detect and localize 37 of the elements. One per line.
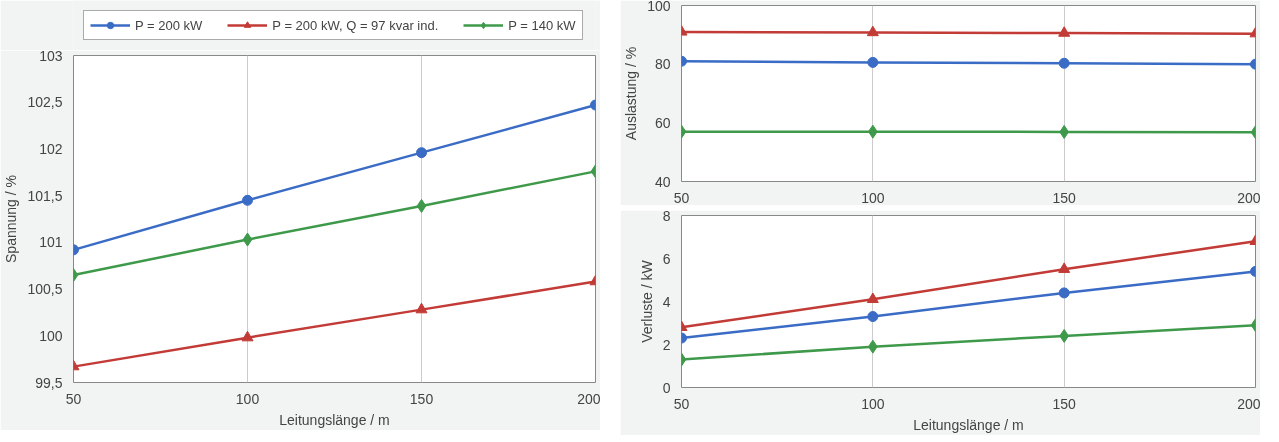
y-tick-label: 6 (662, 250, 671, 267)
x-tick-label: 200 (577, 390, 601, 407)
y-tick-label: 102,5 (27, 94, 63, 111)
x-axis-title: Leitungslänge / m (913, 416, 1024, 433)
x-tick-label: 150 (409, 390, 434, 407)
y-tick-label: 101 (39, 234, 63, 251)
y-tick-label: 101,5 (27, 187, 63, 204)
y-tick-label: 40 (654, 173, 671, 190)
y-tick-label: 60 (654, 114, 671, 131)
y-tick-label: 8 (662, 207, 671, 224)
x-tick-label: 150 (1052, 189, 1077, 206)
x-tick-label: 50 (673, 189, 690, 206)
y-tick-label: 99,5 (35, 374, 63, 391)
y-tick-label: 4 (662, 293, 671, 310)
legend-label: P = 200 kW (135, 17, 203, 33)
y-tick-label: 80 (654, 56, 671, 73)
x-tick-label: 50 (673, 395, 690, 412)
x-tick-label: 200 (1237, 189, 1261, 206)
y-tick-label: 2 (662, 336, 671, 353)
y-tick-label: 100 (647, 0, 671, 14)
x-tick-label: 50 (65, 390, 82, 407)
x-tick-label: 200 (1237, 395, 1261, 412)
y-tick-label: 0 (662, 379, 671, 396)
x-tick-label: 100 (861, 189, 885, 206)
y-tick-label: 100 (39, 327, 63, 344)
y-axis-title: Verluste / kW (638, 259, 655, 343)
y-tick-label: 103 (39, 47, 63, 64)
x-tick-label: 100 (235, 390, 260, 407)
x-axis-title: Leitungslänge / m (279, 411, 390, 428)
legend-label: P = 200 kW, Q = 97 kvar ind. (272, 17, 439, 33)
y-tick-label: 102 (39, 140, 63, 157)
x-tick-label: 150 (1052, 395, 1077, 412)
legend-label: P = 140 kW (508, 17, 576, 33)
y-tick-label: 100,5 (27, 281, 63, 298)
y-axis-title: Auslastung / % (623, 46, 640, 141)
x-tick-label: 100 (861, 395, 885, 412)
y-axis-title: Spannung / % (3, 175, 20, 263)
